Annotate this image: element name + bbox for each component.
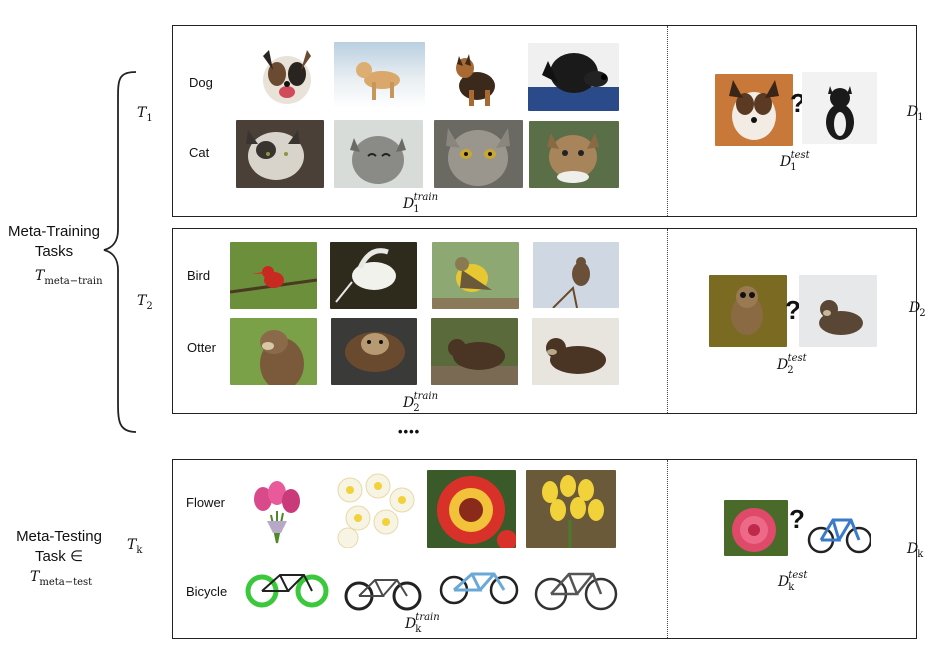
test-flower-image — [724, 500, 788, 556]
test-cat-image — [802, 72, 877, 144]
dog-image — [528, 43, 619, 111]
cat-image — [529, 121, 619, 188]
class-label-cat: Cat — [189, 145, 210, 160]
bird-image — [533, 242, 619, 308]
train-set-label: D2train — [403, 391, 439, 414]
train-set-label: D1train — [403, 192, 439, 215]
bicycle-image — [533, 560, 619, 612]
dataset-label-1: D1 — [907, 104, 924, 123]
task-1-panel: Dog Cat D1train ? D1test — [172, 25, 917, 217]
dog-image — [334, 42, 425, 108]
train-test-divider — [667, 26, 668, 216]
train-test-divider — [667, 460, 668, 638]
test-bicycle-image — [807, 500, 871, 558]
otter-image — [431, 318, 518, 385]
task-2-label: T2 — [137, 293, 153, 312]
cat-image — [434, 120, 523, 188]
dataset-label-k: Dk — [907, 541, 924, 560]
dataset-label-2: D2 — [909, 300, 926, 319]
task-1-label: T1 — [137, 105, 153, 124]
otter-image — [532, 318, 619, 385]
test-bird-image — [709, 275, 787, 347]
class-label-bicycle: Bicycle — [186, 584, 228, 599]
meta-training-symbol: Tmeta−train — [35, 268, 103, 287]
bird-image — [330, 242, 417, 309]
task-2-panel: Bird Otter D2train ? D2test — [172, 228, 917, 414]
class-label-dog: Dog — [189, 75, 213, 90]
task-k-label: Tk — [127, 537, 143, 556]
meta-training-label: Meta-Training Tasks — [8, 223, 100, 260]
bicycle-image — [438, 562, 520, 608]
class-label-otter: Otter — [187, 340, 216, 355]
question-mark: ? — [789, 504, 805, 534]
dog-image — [251, 42, 323, 110]
train-test-divider — [667, 229, 668, 413]
test-set-label: D2test — [777, 353, 807, 376]
otter-image — [331, 318, 417, 385]
meta-training-brace — [103, 71, 137, 433]
question-mark: ? — [790, 88, 806, 118]
flower-image — [328, 470, 418, 548]
meta-testing-symbol: Tmeta−test — [30, 569, 93, 588]
task-k-panel: Flower Bicycle Dktrain ? Dktest — [172, 459, 917, 639]
cat-image — [236, 120, 324, 188]
ellipsis: •••• — [398, 424, 421, 439]
test-set-label: Dktest — [778, 570, 808, 593]
dog-image — [439, 44, 511, 110]
test-dog-image — [715, 74, 793, 146]
flower-image — [427, 470, 516, 548]
cat-image — [334, 120, 423, 188]
meta-testing-label: Meta-Testing Task ∈ — [16, 528, 102, 565]
bird-image — [230, 242, 317, 309]
otter-image — [230, 318, 317, 385]
class-label-bird: Bird — [187, 268, 211, 283]
flower-image — [237, 471, 317, 547]
bicycle-image — [343, 566, 423, 612]
bird-image — [432, 242, 519, 309]
flower-image — [526, 470, 616, 548]
train-set-label: Dktrain — [405, 612, 440, 635]
test-set-label: D1test — [780, 150, 810, 173]
class-label-flower: Flower — [186, 495, 226, 510]
question-mark: ? — [785, 295, 801, 325]
test-otter-image — [799, 275, 877, 347]
bicycle-image — [244, 563, 330, 609]
